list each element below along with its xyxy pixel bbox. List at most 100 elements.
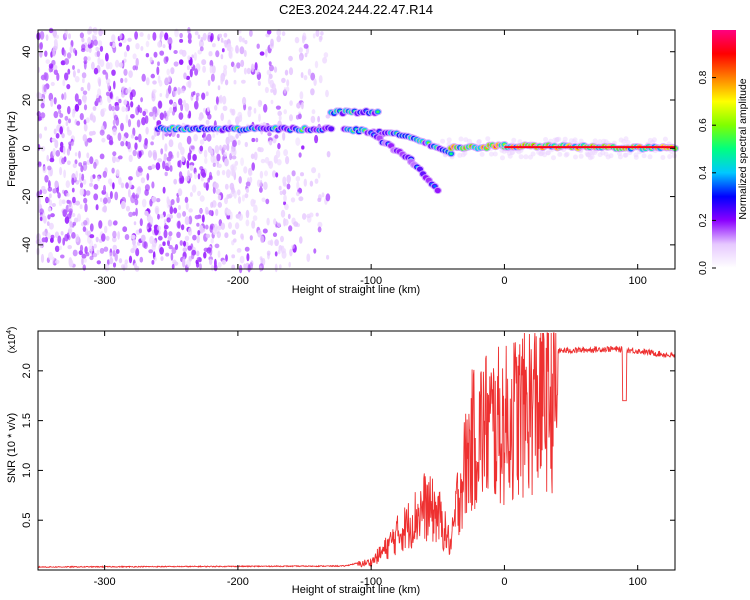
spectrogram-noise-blob [274, 239, 279, 247]
spectrogram-noise-blob [206, 247, 212, 254]
spectrogram-noise-blob [89, 234, 95, 239]
spectrogram-noise-blob [118, 62, 124, 68]
spectrogram-noise-blob [117, 132, 122, 141]
spectrogram-noise-blob [173, 61, 179, 67]
spectrogram-noise-blob [70, 141, 75, 147]
spectrogram-noise-blob [210, 73, 215, 82]
spectrogram-noise-blob [302, 213, 307, 220]
spectrogram-noise-blob [47, 207, 52, 212]
spectrogram-noise-blob [88, 245, 93, 252]
spectrogram-noise-blob [234, 160, 239, 166]
spectrogram-halo-blob [588, 150, 593, 155]
colorbar-tick-label: 0.2 [698, 213, 709, 227]
spectrogram-noise-blob [66, 52, 72, 59]
spectrogram-noise-blob [259, 100, 263, 106]
spectrogram-halo-blob [479, 151, 485, 157]
spectrogram-noise-blob [153, 257, 157, 262]
spectrogram-noise-blob [104, 225, 108, 234]
spectrogram-halo-blob [509, 150, 515, 155]
spectrogram-noise-blob [66, 84, 71, 90]
spectrogram-noise-blob [44, 50, 48, 57]
spectrogram-noise-blob [172, 259, 177, 265]
spectrogram-noise-blob [72, 196, 76, 204]
spectrogram-noise-blob [314, 178, 319, 184]
spectrogram-noise-blob [169, 99, 173, 105]
spectrogram-x-label: Height of straight line (km) [292, 284, 420, 296]
y-tick-label: -40 [21, 237, 33, 253]
spectrogram-noise-blob [139, 256, 144, 263]
spectrogram-noise-blob [107, 82, 110, 91]
spectrogram-halo-blob [511, 137, 517, 143]
spectrogram-noise-blob [283, 149, 288, 157]
spectrogram-noise-blob [170, 199, 175, 205]
spectrogram-noise-blob [81, 44, 86, 51]
x-tick-label: 100 [629, 576, 647, 588]
spectrogram-noise-blob [130, 194, 136, 204]
spectrogram-noise-blob [325, 193, 331, 202]
spectrogram-noise-blob [146, 173, 150, 181]
spectrogram-noise-blob [125, 182, 129, 189]
spectrogram-noise-layer [35, 26, 677, 274]
spectrogram-noise-blob [151, 181, 155, 189]
spectrogram-noise-blob [129, 91, 133, 101]
spectrogram-noise-blob [52, 64, 58, 71]
spectrogram-noise-blob [271, 170, 277, 178]
spectrogram-noise-blob [145, 77, 150, 86]
spectrogram-noise-blob [76, 120, 81, 126]
spectrogram-noise-blob [178, 171, 183, 179]
spectrogram-noise-blob [274, 251, 278, 257]
spectrogram-noise-blob [97, 175, 100, 182]
spectrogram-noise-blob [274, 134, 279, 139]
spectrogram-noise-blob [84, 203, 88, 213]
spectrogram-noise-blob [159, 33, 163, 41]
spectrogram-noise-blob [111, 34, 116, 42]
spectrogram-noise-blob [278, 115, 282, 121]
spectrogram-halo-blob [601, 138, 607, 144]
spectrogram-noise-blob [197, 190, 201, 197]
spectrogram-noise-blob [128, 211, 134, 218]
spectrogram-noise-blob [147, 165, 153, 171]
spectrogram-noise-blob [169, 165, 173, 172]
spectrogram-noise-blob [208, 51, 213, 57]
spectrogram-noise-blob [42, 231, 46, 236]
spectrogram-noise-blob [130, 234, 136, 240]
spectrogram-noise-blob [178, 204, 181, 211]
spectrogram-halo-blob [671, 153, 677, 159]
spectrogram-noise-blob [196, 235, 200, 244]
spectrogram-noise-blob [238, 35, 243, 43]
spectrogram-noise-blob [276, 159, 282, 166]
spectrogram-noise-blob [199, 139, 205, 145]
feature-mid [328, 126, 335, 132]
spectrogram-noise-blob [47, 214, 51, 220]
spectrogram-noise-blob [151, 260, 155, 265]
spectrogram-noise-blob [89, 113, 94, 121]
spectrogram-noise-blob [140, 97, 144, 103]
spectrogram-noise-blob [125, 205, 131, 212]
spectrogram-noise-blob [97, 56, 101, 65]
spectrogram-noise-blob [210, 238, 214, 244]
spectrogram-noise-blob [179, 38, 184, 43]
colorbar-tick-label: 0.8 [698, 70, 709, 84]
spectrogram-noise-blob [197, 230, 201, 236]
spectrogram-noise-blob [317, 115, 320, 123]
spectrogram-noise-blob [241, 79, 246, 84]
spectrogram-noise-blob [191, 184, 197, 193]
spectrogram-noise-blob [64, 58, 70, 65]
spectrogram-noise-blob [56, 72, 60, 81]
spectrogram-noise-blob [186, 259, 191, 268]
spectrogram-noise-blob [166, 202, 171, 209]
y-tick-label: 20 [21, 94, 33, 106]
spectrogram-noise-blob [78, 162, 83, 167]
spectrogram-noise-blob [53, 111, 59, 119]
spectrogram-noise-blob [176, 212, 182, 219]
spectrogram-noise-blob [166, 156, 172, 162]
spectrogram-noise-blob [300, 72, 304, 79]
spectrogram-noise-blob [264, 86, 269, 94]
spectrogram-noise-blob [135, 57, 139, 67]
spectrogram-noise-blob [199, 208, 203, 214]
spectrogram-noise-blob [80, 165, 84, 173]
spectrogram-noise-blob [139, 218, 143, 227]
spectrogram-noise-blob [177, 160, 181, 168]
spectrogram-noise-blob [38, 133, 43, 139]
spectrogram-noise-blob [69, 45, 73, 54]
